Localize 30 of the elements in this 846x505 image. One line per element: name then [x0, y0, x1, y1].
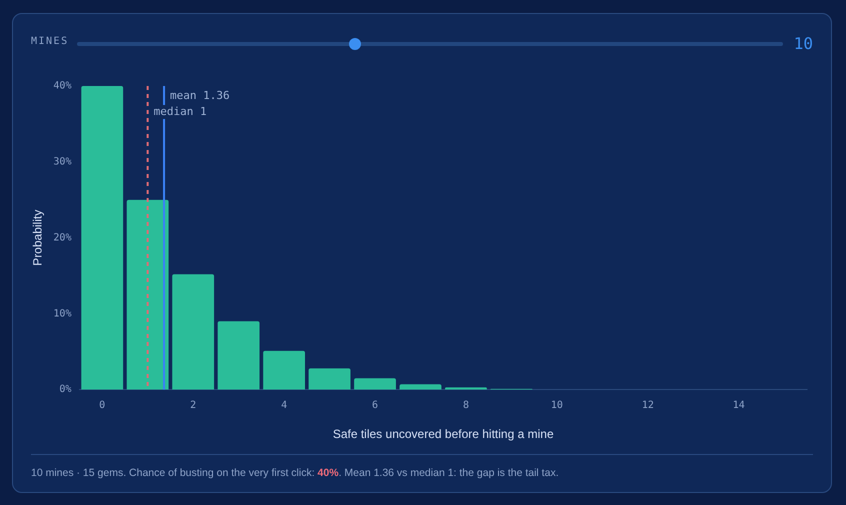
- y-tick-label: 40%: [53, 80, 72, 92]
- x-tick-label: 8: [462, 400, 469, 412]
- x-tick-label: 12: [642, 400, 654, 412]
- text: MINES: [31, 36, 69, 47]
- x-tick-label: 4: [281, 400, 288, 412]
- bar: [126, 200, 169, 390]
- bar: [400, 384, 442, 390]
- bar: [218, 321, 260, 390]
- y-axis-title: Probability: [30, 210, 45, 266]
- x-tick-label: 10: [550, 400, 563, 412]
- y-tick-label: 30%: [53, 156, 72, 168]
- ref-line-label: mean 1.36: [170, 88, 230, 102]
- x-tick-label: 0: [99, 400, 106, 412]
- x-tick-label: 14: [732, 400, 745, 412]
- y-tick-label: 10%: [53, 308, 72, 320]
- text: 40%: [318, 467, 339, 479]
- x-axis-title: Safe tiles uncovered before hitting a mine: [332, 427, 554, 442]
- x-tick-label: 2: [190, 400, 196, 412]
- bar: [308, 368, 350, 390]
- bar: [354, 378, 396, 390]
- y-tick-label: 20%: [53, 232, 72, 244]
- text: 10 mines · 15 gems. Chance of busting on the very first click:: [31, 467, 316, 479]
- x-tick-label: 6: [372, 400, 378, 412]
- bar: [81, 86, 124, 390]
- bar: [263, 350, 305, 390]
- y-tick-label: 0%: [59, 384, 72, 396]
- text: . Mean 1.36 vs median 1: the gap is the tail tax.: [338, 467, 559, 479]
- bar: [172, 274, 214, 390]
- text: 10: [794, 34, 813, 53]
- ref-line-label: median 1: [154, 104, 207, 118]
